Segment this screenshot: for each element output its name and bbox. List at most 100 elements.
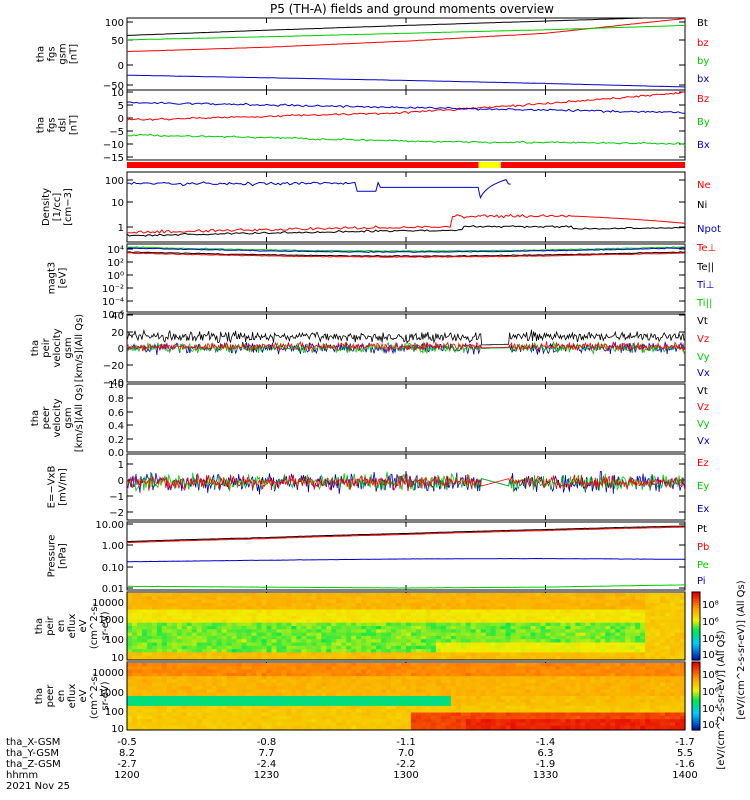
spectrogram-cell <box>500 593 507 597</box>
spectrogram-cell <box>665 616 671 620</box>
spectrogram-cell <box>216 626 223 630</box>
spectrogram-cell <box>625 719 631 723</box>
spectrogram-cell <box>226 599 233 604</box>
spectrogram-cell <box>630 612 636 617</box>
spectrogram-cell <box>560 666 567 671</box>
spectrogram-cell <box>550 692 557 697</box>
spectrogram-cell <box>326 655 332 660</box>
spectrogram-cell <box>251 593 258 597</box>
spectrogram-cell <box>281 629 288 634</box>
spectrogram-cell <box>201 642 208 647</box>
colorbar-cell <box>692 709 700 713</box>
spectrogram-cell <box>316 725 322 730</box>
spectrogram-cell <box>670 632 676 637</box>
spectrogram-cell <box>635 655 641 660</box>
spectrogram-cell <box>356 626 362 630</box>
colorbar-cell <box>692 716 700 720</box>
spectrogram-cell <box>560 719 567 723</box>
spectrogram-cell <box>196 679 203 684</box>
spectrogram-cell <box>485 725 492 730</box>
spectrogram-cell <box>191 645 198 650</box>
spectrogram-cell <box>495 645 502 650</box>
spectrogram-cell <box>281 672 288 677</box>
spectrogram-cell <box>650 669 656 674</box>
spectrogram-cell <box>585 639 591 644</box>
spectrogram-cell <box>301 682 307 687</box>
spectrogram-cell <box>146 606 153 611</box>
spectrogram-cell <box>470 709 477 714</box>
colorbar-cell <box>692 648 700 652</box>
spectrogram-cell <box>595 686 601 690</box>
spectrogram-cell <box>640 606 646 611</box>
spectrogram-cell <box>655 635 661 640</box>
spectrogram-cell <box>346 722 352 727</box>
spectrogram-cell <box>151 632 158 637</box>
spectrogram-cell <box>470 712 477 717</box>
spectrogram-cell <box>430 689 437 694</box>
spectrogram-cell <box>610 712 616 717</box>
spectrogram-cell <box>600 626 606 630</box>
spectrogram-cell <box>675 689 681 694</box>
spectrogram-cell <box>515 712 522 717</box>
spectrogram-cell <box>376 619 382 624</box>
spectrogram-cell <box>291 649 297 653</box>
spectrogram-cell <box>221 715 228 720</box>
spectrogram-cell <box>490 666 497 671</box>
spectrogram-cell <box>206 666 213 671</box>
spectrogram-cell <box>610 593 616 597</box>
spectrogram-cell <box>226 609 233 614</box>
spectrogram-cell <box>341 702 347 707</box>
spectrogram-cell <box>460 599 467 604</box>
spectrogram-cell <box>475 606 482 611</box>
spectrogram-cell <box>236 593 243 597</box>
spectrogram-cell <box>241 635 248 640</box>
spectrogram-cell <box>196 629 203 634</box>
spectrogram-cell <box>271 645 278 650</box>
spectrogram-cell <box>331 705 337 710</box>
spectrogram-cell <box>630 709 636 714</box>
spectrogram-cell <box>266 622 273 627</box>
spectrogram-cell <box>201 619 208 624</box>
spectrogram-cell <box>276 719 283 723</box>
spectrogram-cell <box>256 626 263 630</box>
legend-ni: Ni <box>697 200 707 211</box>
spectrogram-cell <box>475 655 482 660</box>
colorbar-cell <box>692 657 700 661</box>
spectrogram-cell <box>386 663 392 667</box>
legend-bz: Bz <box>697 94 709 105</box>
spectrogram-cell <box>420 642 427 647</box>
spectrogram-cell <box>435 639 442 644</box>
spectrogram-cell <box>266 609 273 614</box>
spectrogram-cell <box>336 649 342 653</box>
spectrogram-cell <box>575 626 581 630</box>
spectrogram-cell <box>231 715 238 720</box>
spectrogram-cell <box>610 669 616 674</box>
spectrogram-cell <box>435 612 442 617</box>
spectrogram-cell <box>361 696 367 700</box>
spectrogram-cell <box>430 599 437 604</box>
spectrogram-cell <box>470 599 477 604</box>
spectrogram-cell <box>291 663 297 667</box>
spectrogram-cell <box>146 696 153 700</box>
spectrogram-cell <box>520 609 527 614</box>
spectrogram-cell <box>420 702 427 707</box>
spectrogram-cell <box>196 666 203 671</box>
spectrogram-cell <box>480 709 487 714</box>
spectrogram-cell <box>485 722 492 727</box>
spectrogram-cell <box>560 655 567 660</box>
spectrogram-cell <box>665 689 671 694</box>
spectrogram-cell <box>595 599 601 604</box>
spectrogram-cell <box>291 692 297 697</box>
spectrogram-cell <box>580 696 586 700</box>
spectrogram-cell <box>435 609 442 614</box>
spectrogram-cell <box>151 599 158 604</box>
spectrogram-cell <box>635 699 641 704</box>
spectrogram-cell <box>186 612 193 617</box>
spectrogram-cell <box>141 652 148 657</box>
spectrogram-cell <box>191 599 198 604</box>
spectrogram-cell <box>465 712 472 717</box>
spectrogram-cell <box>650 612 656 617</box>
spectrogram-cell <box>465 725 472 730</box>
spectrogram-cell <box>570 709 576 714</box>
spectrogram-cell <box>495 593 502 597</box>
